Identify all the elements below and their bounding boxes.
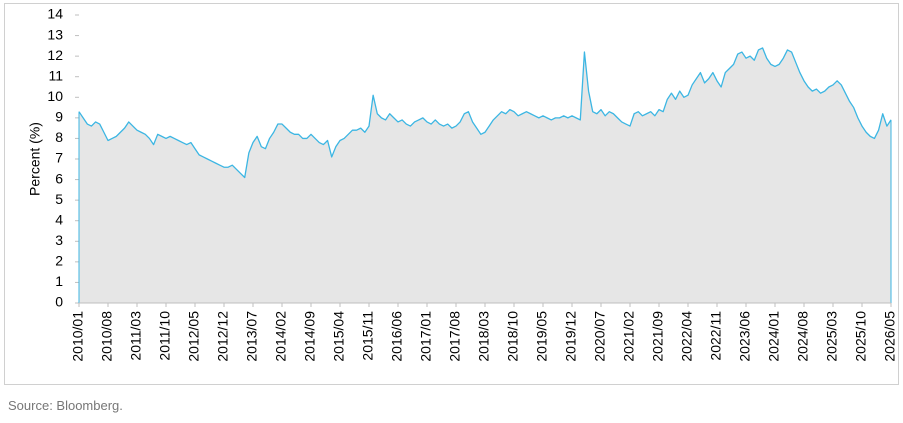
x-tick-label: 2018/10: [505, 311, 521, 362]
y-tick-label: 11: [48, 67, 63, 83]
x-tick-label: 2015/04: [331, 311, 347, 362]
x-tick-label: 2022/04: [679, 311, 695, 362]
x-tick-label: 2013/07: [244, 311, 260, 362]
y-tick-label: 0: [55, 294, 63, 310]
x-tick-label: 2014/02: [273, 311, 289, 362]
source-note: Source: Bloomberg.: [8, 398, 123, 413]
x-tick-label: 2019/12: [563, 311, 579, 362]
x-tick-label: 2019/05: [534, 311, 550, 362]
y-tick-label: 5: [55, 191, 63, 207]
y-tick-label: 7: [55, 150, 63, 166]
x-tick-label: 2018/03: [476, 311, 492, 362]
y-tick-label: 1: [55, 273, 63, 289]
x-tick-label: 2017/01: [418, 311, 434, 362]
y-tick-label: 3: [55, 232, 63, 248]
x-tick-label: 2010/01: [70, 311, 86, 362]
x-tick-label: 2020/07: [592, 311, 608, 362]
y-tick-label: 10: [47, 88, 63, 104]
y-tick-label: 9: [55, 109, 63, 125]
x-tick-label: 2023/06: [737, 311, 753, 362]
x-tick-label: 2011/10: [157, 311, 173, 361]
y-tick-label: 13: [47, 26, 63, 42]
area-fill: [79, 47, 891, 303]
x-tick-label: 2016/06: [389, 311, 405, 362]
x-tick-label: 2021/02: [621, 311, 637, 362]
x-tick-label: 2022/11: [708, 311, 724, 361]
y-tick-label: 4: [55, 211, 63, 227]
x-tick-label: 2025/03: [824, 311, 840, 362]
x-tick-label: 2025/10: [853, 311, 869, 362]
y-tick-label: 8: [55, 129, 63, 145]
x-tick-label: 2026/05: [882, 311, 898, 362]
y-axis-label: Percent (%): [27, 122, 43, 196]
x-tick-label: 2024/08: [795, 311, 811, 362]
series-line: [78, 47, 892, 179]
x-tick-label: 2010/08: [99, 311, 115, 362]
x-tick-label: 2011/03: [128, 311, 144, 361]
y-tick-label: 2: [55, 253, 63, 269]
x-tick-label: 2024/01: [766, 311, 782, 362]
x-tick-label: 2012/05: [186, 311, 202, 362]
x-tick-label: 2014/09: [302, 311, 318, 362]
x-tick-label: 2017/08: [447, 311, 463, 362]
x-tick-label: 2021/09: [650, 311, 666, 362]
x-tick-label: 2012/12: [215, 311, 231, 362]
y-tick-label: 12: [47, 47, 63, 63]
y-tick-label: 6: [55, 170, 63, 186]
y-tick-label: 14: [47, 6, 63, 22]
x-tick-label: 2015/11: [360, 311, 376, 361]
